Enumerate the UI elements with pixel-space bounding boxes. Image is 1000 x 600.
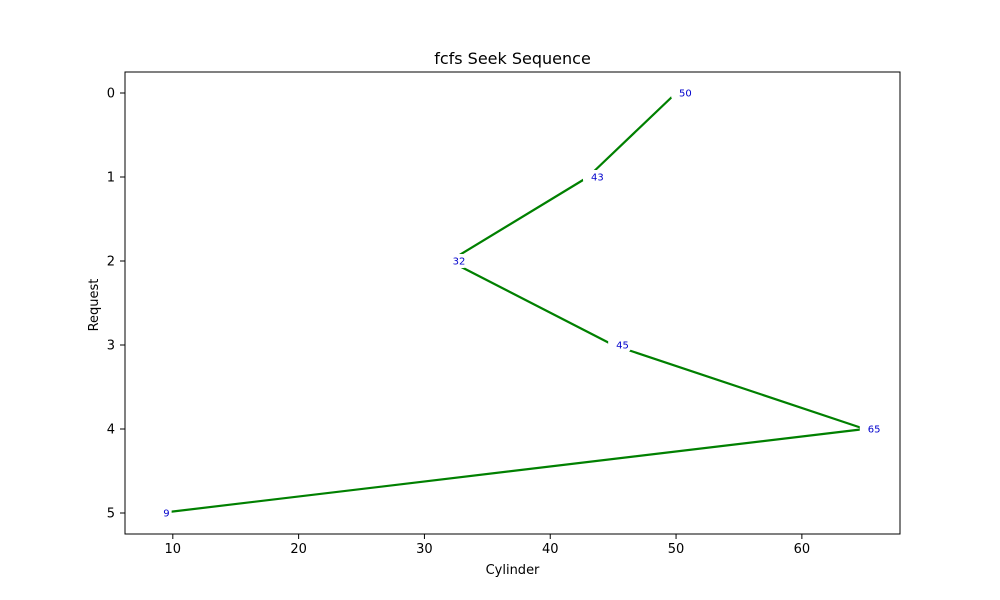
- data-label-text: 43: [591, 173, 604, 184]
- data-point-label: 50: [671, 86, 694, 100]
- data-point-label: 43: [582, 170, 606, 184]
- y-axis-title: Request: [87, 279, 102, 332]
- data-point-label: 32: [444, 254, 468, 268]
- x-tick-label: 30: [416, 542, 433, 557]
- data-label-box: [608, 338, 631, 352]
- x-axis: 10 20 30 40 50 60: [165, 534, 811, 557]
- y-tick-label: 5: [107, 507, 115, 522]
- x-tick-label: 50: [668, 542, 685, 557]
- plot-frame: [124, 71, 901, 535]
- x-tick-label: 20: [290, 542, 307, 557]
- x-tick-label: 10: [165, 542, 182, 557]
- data-point-label: 45: [608, 338, 631, 352]
- y-tick-label: 4: [107, 423, 115, 438]
- data-label-box: [671, 86, 694, 100]
- data-label-text: 65: [868, 425, 881, 436]
- y-axis: 0 1 2 3 4 5: [107, 87, 125, 522]
- seek-path-line: [160, 92, 866, 515]
- data-label-box: [444, 254, 468, 268]
- x-tick-label: 60: [794, 542, 811, 557]
- data-label-text: 9: [163, 509, 169, 520]
- y-tick-label: 0: [107, 87, 115, 102]
- data-label-box: [859, 422, 883, 436]
- data-label-text: 32: [453, 257, 466, 268]
- data-label-box: [582, 170, 606, 184]
- y-tick-label: 2: [107, 255, 115, 270]
- data-label-text: 50: [679, 89, 692, 100]
- y-tick-label: 1: [107, 171, 115, 186]
- chart-title: fcfs Seek Sequence: [434, 49, 591, 68]
- data-label-box: [155, 506, 172, 520]
- y-tick-label: 3: [107, 339, 115, 354]
- data-point-label: 9: [155, 506, 172, 520]
- x-axis-title: Cylinder: [486, 563, 540, 578]
- data-point-label: 65: [859, 422, 883, 436]
- data-label-text: 45: [616, 341, 629, 352]
- x-tick-label: 40: [542, 542, 559, 557]
- plot-area: 50 43 32 45 65 9: [155, 86, 883, 520]
